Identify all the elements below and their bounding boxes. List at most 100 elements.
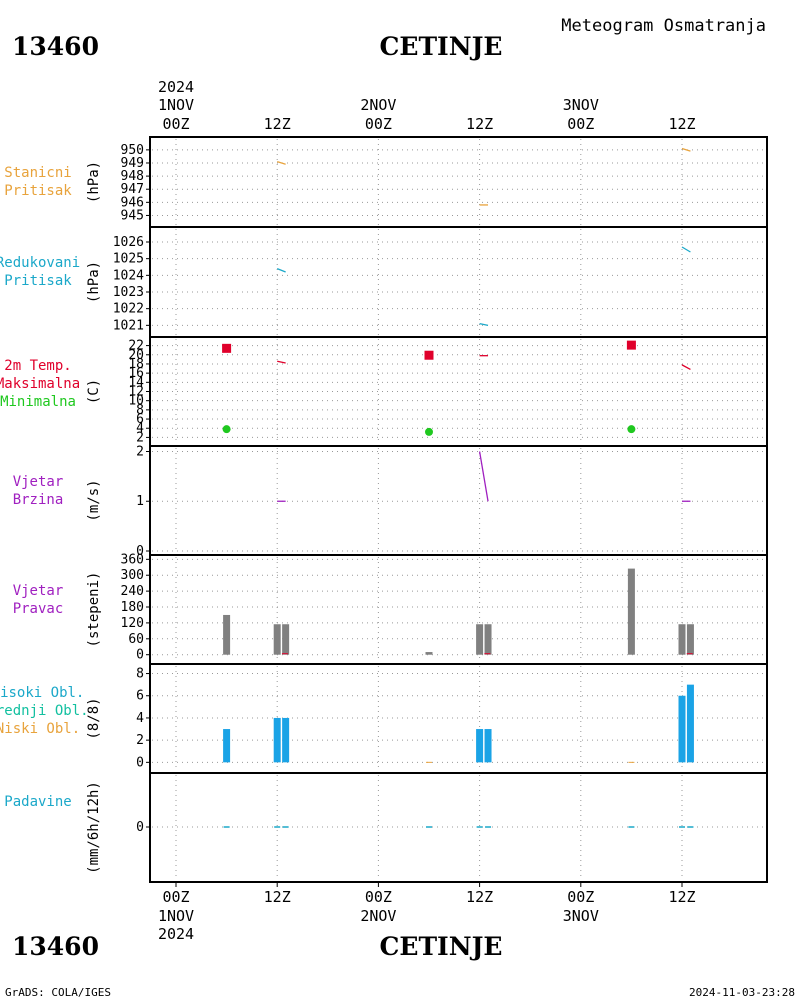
panel-frame [149,445,768,556]
y-tick-label: 16 [128,366,144,381]
bottom-hour-label: 12Z [264,888,291,906]
y-tick-label: 4 [136,711,144,726]
top-hour-label: 00Z [567,115,594,133]
y-tick-label: 946 [121,195,144,210]
y-tick-label: 1026 [113,235,144,250]
station-id: 13460 [12,32,99,61]
y-tick-label: 1024 [113,268,144,283]
min-temp-point [222,425,231,434]
bar [484,729,492,763]
min-temp-point [425,427,433,436]
series-line [479,323,489,326]
bottom-hour-label: 00Z [365,888,392,906]
footer-station-id: 13460 [12,932,99,961]
y-tick-label: 120 [121,616,144,631]
y-tick-label: 949 [121,156,144,171]
series-line [681,364,691,371]
panel-redukovani-pritisak [146,226,768,338]
panel-label: Srednji Obl. [0,703,89,719]
top-year-label: 2024 [158,78,194,96]
series-line [277,360,286,364]
y-tick-label: 10 [128,394,144,409]
panel-oblaci [146,663,768,774]
top-hour-label: 12Z [668,115,695,133]
y-tick-label: 22 [128,339,144,354]
panel-vjetar-pravac [146,554,768,665]
panel-stanicni-pritisak [146,136,768,228]
bar [476,624,484,655]
panel-label: Maksimalna [0,376,80,392]
y-axis-label: (8/8) [86,697,102,739]
bar [476,729,484,763]
y-tick-label: 360 [121,552,144,567]
top-hour-label: 12Z [466,115,493,133]
y-tick-label: 1023 [113,285,144,300]
bar [273,717,281,763]
y-tick-label: 180 [121,600,144,615]
top-hour-label: 00Z [365,115,392,133]
y-tick-label: 2 [136,430,144,445]
y-axis-label: (C) [86,379,102,404]
bar [484,624,492,655]
min-temp-point [627,425,636,434]
max-temp-point [626,340,636,350]
panel-label: Vjetar [13,583,64,599]
panel-temperatura-2m [146,336,768,447]
y-tick-label: 0 [136,820,144,835]
y-tick-label: 6 [136,689,144,704]
series-line [478,451,489,502]
bottom-hour-label: 00Z [162,888,189,906]
footer-station-name: CETINJE [380,932,503,961]
y-tick-label: 12 [128,385,144,400]
panel-vjetar-brzina [146,445,768,556]
y-axis-label: (stepeni) [86,572,102,648]
y-tick-label: 0 [136,755,144,770]
y-axis-label: (m/s) [86,479,102,521]
panel-label: Vjetar [13,474,64,490]
panel-label: Redukovani [0,255,80,271]
y-tick-label: 2 [136,444,144,459]
station-name: CETINJE [380,32,503,61]
footer-credit: GrADS: COLA/IGES [5,986,111,999]
bar [223,614,231,655]
y-tick-label: 1022 [113,302,144,317]
bar [686,684,694,763]
y-tick-label: 0 [136,648,144,663]
panel-padavine [146,772,768,883]
panel-label: Padavine [4,794,71,810]
y-tick-label: 1021 [113,318,144,333]
bar [678,695,686,763]
y-tick-label: 947 [121,182,144,197]
max-temp-point [424,350,434,360]
panel-frame [149,663,768,774]
series-line [276,268,286,273]
y-tick-label: 60 [128,632,144,647]
bar [678,624,686,655]
panel-label: Pritisak [4,183,72,199]
product-title: Meteogram Osmatranja [561,16,766,36]
series-line [277,161,286,165]
bar [273,624,281,655]
bottom-hour-label: 00Z [567,888,594,906]
panel-label: Visoki Obl. [0,685,84,701]
y-tick-label: 945 [121,208,144,223]
y-tick-label: 4 [136,421,144,436]
top-hour-label: 00Z [162,115,189,133]
y-tick-label: 8 [136,403,144,418]
panel-label: Minimalna [0,394,76,410]
y-tick-label: 1 [136,494,144,509]
grid [175,139,683,880]
y-tick-label: 2 [136,733,144,748]
y-tick-label: 0 [136,544,144,559]
panel-frame [149,226,768,338]
top-date-label: 1NOV [158,96,194,114]
y-tick-label: 1025 [113,252,144,267]
y-tick-label: 14 [128,375,144,390]
y-tick-label: 8 [136,667,144,682]
y-tick-label: 20 [128,348,144,363]
bar [223,729,231,763]
panel-label: Pritisak [4,273,72,289]
panel-label: Stanicni [4,165,71,181]
y-tick-label: 240 [121,584,144,599]
